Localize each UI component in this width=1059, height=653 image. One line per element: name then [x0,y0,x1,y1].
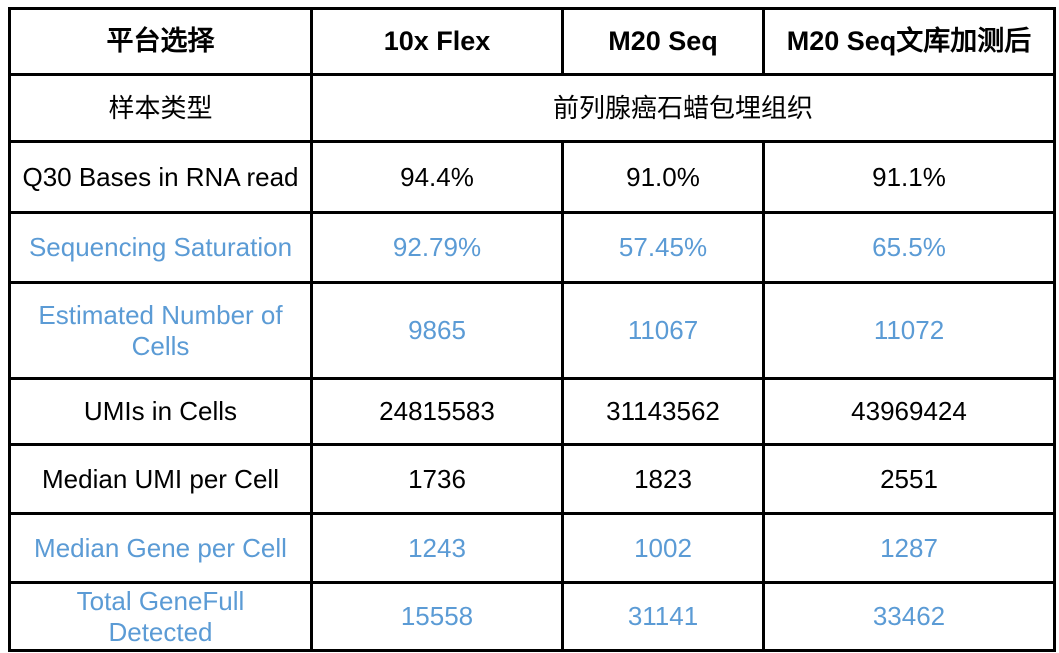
metric-value: 94.4% [310,140,564,214]
metric-value: 1736 [310,443,564,515]
sample-type-value: 前列腺癌石蜡包埋组织 [310,73,1056,143]
metric-label: Median UMI per Cell [8,443,313,515]
metric-value: 9865 [310,281,564,380]
metric-value: 1002 [561,512,765,584]
table-row-umis-in-cells: UMIs in Cells 24815583 31143562 43969424 [8,377,1056,446]
metric-value: 11067 [561,281,765,380]
metric-label: Total GeneFull Detected [8,581,313,652]
table-row-q30: Q30 Bases in RNA read 94.4% 91.0% 91.1% [8,140,1056,214]
header-platform-m20-seq: M20 Seq [561,7,765,76]
metric-label: UMIs in Cells [8,377,313,446]
metric-label: Median Gene per Cell [8,512,313,584]
header-platform-select: 平台选择 [8,7,313,76]
metric-value: 91.1% [762,140,1056,214]
header-platform-10x-flex: 10x Flex [310,7,564,76]
table-row-estimated-cells: Estimated Number of Cells 9865 11067 110… [8,281,1056,380]
metric-value: 65.5% [762,211,1056,284]
metric-value: 91.0% [561,140,765,214]
table-row-total-genefull: Total GeneFull Detected 15558 31141 3346… [8,581,1056,652]
metric-value: 24815583 [310,377,564,446]
metric-value: 1287 [762,512,1056,584]
metric-value: 31141 [561,581,765,652]
table-row-median-gene: Median Gene per Cell 1243 1002 1287 [8,512,1056,584]
platform-comparison-table: 平台选择 10x Flex M20 Seq M20 Seq文库加测后 样本类型 … [8,7,1056,652]
metric-value: 11072 [762,281,1056,380]
metric-value: 43969424 [762,377,1056,446]
metric-value: 15558 [310,581,564,652]
metric-value: 31143562 [561,377,765,446]
header-platform-m20-seq-topup: M20 Seq文库加测后 [762,7,1056,76]
metric-value: 57.45% [561,211,765,284]
header-row: 平台选择 10x Flex M20 Seq M20 Seq文库加测后 [8,7,1056,76]
metric-value: 1243 [310,512,564,584]
metric-value: 92.79% [310,211,564,284]
sample-type-row: 样本类型 前列腺癌石蜡包埋组织 [8,73,1056,143]
table-row-sequencing-saturation: Sequencing Saturation 92.79% 57.45% 65.5… [8,211,1056,284]
metric-label: Sequencing Saturation [8,211,313,284]
metric-label: Estimated Number of Cells [8,281,313,380]
sample-type-label: 样本类型 [8,73,313,143]
metric-value: 33462 [762,581,1056,652]
metric-value: 2551 [762,443,1056,515]
table-row-median-umi: Median UMI per Cell 1736 1823 2551 [8,443,1056,515]
metric-label: Q30 Bases in RNA read [8,140,313,214]
metric-value: 1823 [561,443,765,515]
